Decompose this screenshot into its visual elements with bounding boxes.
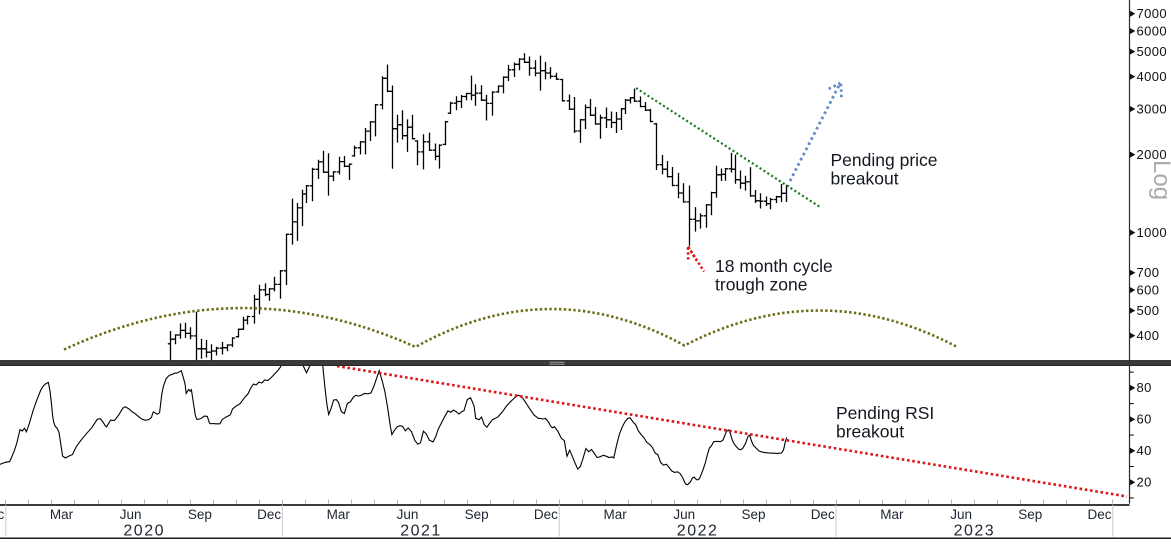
svg-text:Jun: Jun: [120, 507, 142, 522]
svg-text:600: 600: [1137, 282, 1160, 297]
svg-text:Dec: Dec: [1087, 507, 1111, 522]
svg-text:2020: 2020: [123, 523, 165, 540]
svg-text:7000: 7000: [1137, 6, 1168, 21]
svg-text:1000: 1000: [1137, 225, 1168, 240]
svg-text:2023: 2023: [954, 523, 996, 540]
svg-text:6000: 6000: [1137, 23, 1168, 38]
svg-text:Pending RSI: Pending RSI: [836, 403, 934, 423]
svg-text:breakout: breakout: [831, 169, 899, 189]
svg-text:Mar: Mar: [327, 507, 351, 522]
svg-text:700: 700: [1137, 265, 1160, 280]
svg-text:18 month cycle: 18 month cycle: [715, 256, 833, 276]
svg-text:5000: 5000: [1137, 44, 1168, 59]
svg-text:Log: Log: [1148, 160, 1171, 200]
svg-text:trough zone: trough zone: [715, 275, 807, 295]
svg-text:2000: 2000: [1137, 147, 1168, 162]
svg-text:40: 40: [1137, 443, 1152, 458]
svg-text:Dec: Dec: [0, 507, 5, 522]
svg-text:Dec: Dec: [811, 507, 835, 522]
svg-text:80: 80: [1137, 380, 1152, 395]
svg-text:Dec: Dec: [534, 507, 558, 522]
svg-text:Mar: Mar: [603, 507, 627, 522]
svg-text:Mar: Mar: [880, 507, 904, 522]
svg-text:Dec: Dec: [257, 507, 281, 522]
svg-text:20: 20: [1137, 475, 1152, 490]
svg-text:2021: 2021: [400, 523, 442, 540]
svg-text:400: 400: [1137, 328, 1160, 343]
svg-text:3000: 3000: [1137, 101, 1168, 116]
svg-text:Sep: Sep: [741, 507, 765, 522]
svg-text:Jun: Jun: [950, 507, 972, 522]
svg-text:500: 500: [1137, 303, 1160, 318]
svg-text:Sep: Sep: [1018, 507, 1042, 522]
svg-text:Pending price: Pending price: [831, 150, 938, 170]
svg-text:Sep: Sep: [188, 507, 212, 522]
svg-text:Jun: Jun: [397, 507, 419, 522]
svg-text:Jun: Jun: [673, 507, 695, 522]
svg-text:60: 60: [1137, 412, 1152, 427]
svg-text:4000: 4000: [1137, 69, 1168, 84]
svg-text:Sep: Sep: [465, 507, 489, 522]
svg-text:breakout: breakout: [836, 422, 904, 442]
svg-text:2022: 2022: [677, 523, 719, 540]
svg-text:Mar: Mar: [50, 507, 74, 522]
